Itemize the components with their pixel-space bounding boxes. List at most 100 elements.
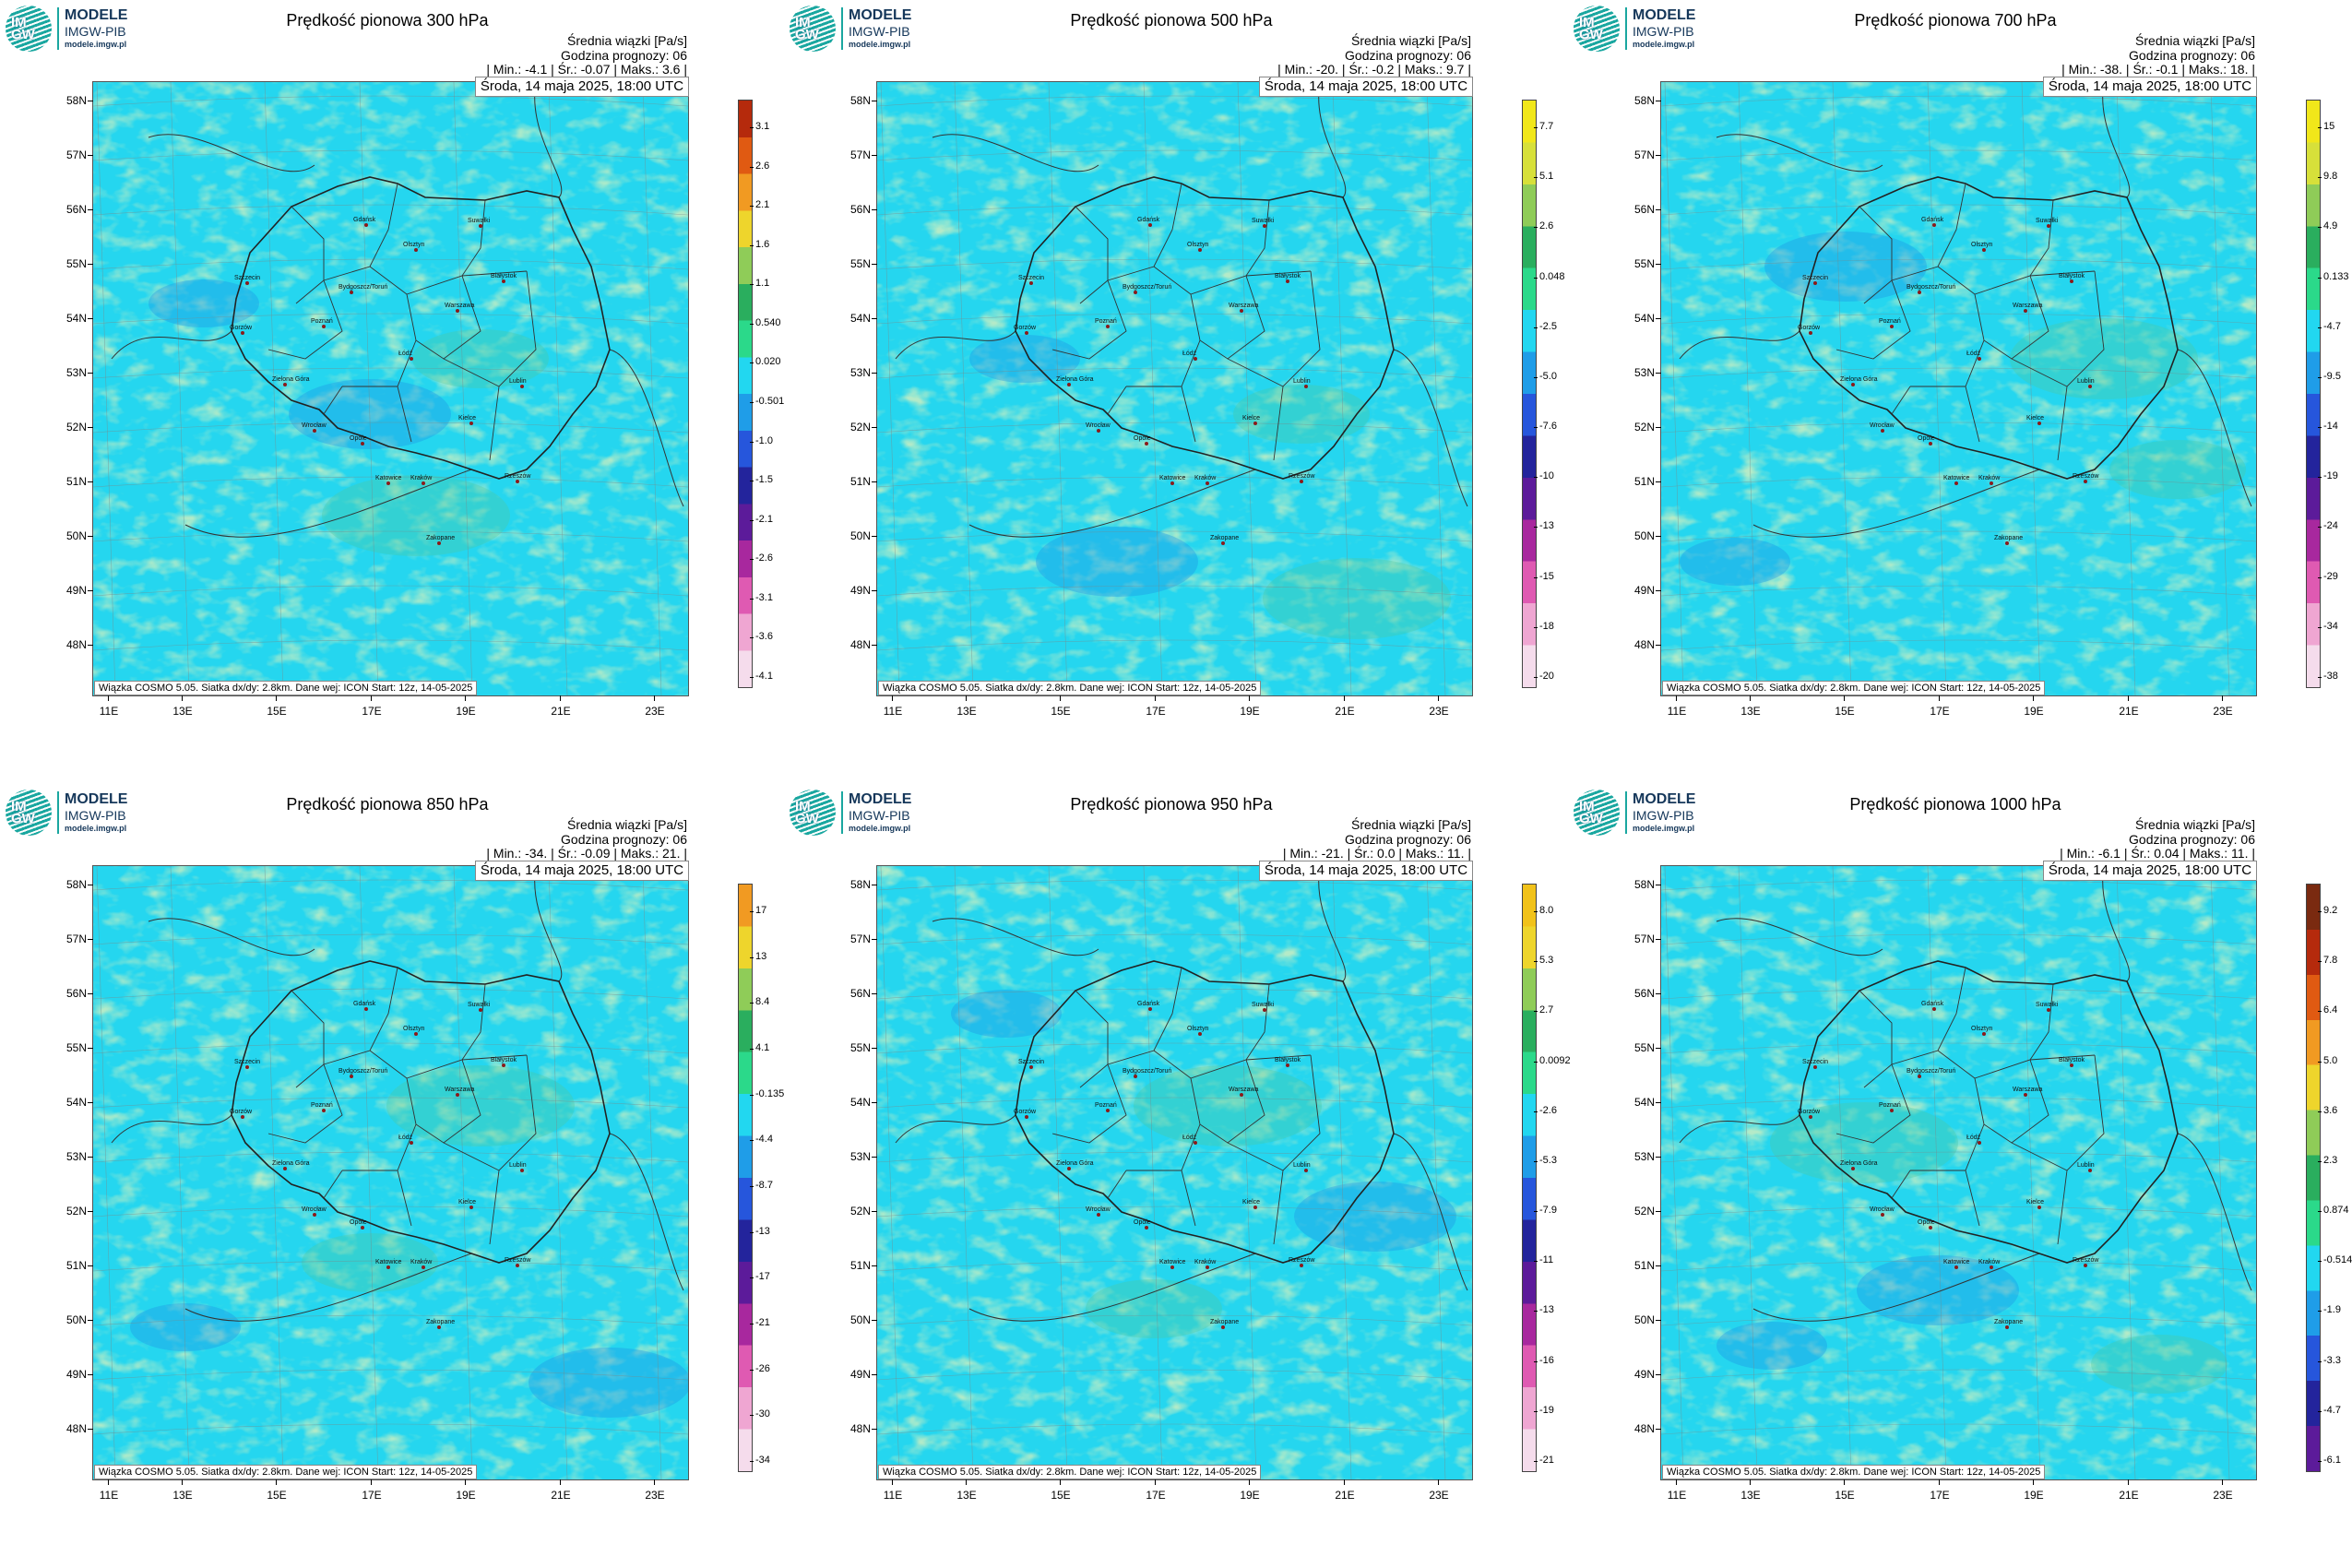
latitude-label: 51N: [1625, 1259, 1661, 1272]
voivodeship-border: [323, 386, 343, 415]
city-marker: [1990, 1265, 1993, 1269]
city-label: Poznań: [1095, 318, 1117, 325]
longitude-label: 17E: [353, 695, 390, 718]
latitude-line: [1661, 204, 2256, 216]
latitude-label: 53N: [841, 366, 877, 379]
map-area: Gdańsk Suwałki Olsztyn Szczecin Bydgoszcz/To…: [876, 81, 1473, 696]
colorbar-label: 1.1: [749, 278, 770, 290]
field-blob: [302, 1233, 438, 1292]
logo-subtitle: IMGW-PIB: [1633, 808, 1694, 823]
city-marker: [414, 1032, 418, 1036]
latitude-label: 56N: [57, 987, 93, 1000]
city-marker: [1134, 291, 1137, 294]
longitude-label: 17E: [1137, 695, 1174, 718]
voivodeship-border: [323, 183, 398, 281]
latitude-line: [1661, 530, 2256, 542]
colorbar-label: -14: [2318, 421, 2338, 433]
city-label: Poznań: [1879, 1102, 1901, 1109]
city-label: Zakopane: [1210, 1319, 1239, 1325]
latitude-line: [877, 422, 1472, 434]
longitude-label: 21E: [2110, 1479, 2147, 1502]
voivodeship-border: [1273, 1170, 1284, 1245]
voivodeship-border: [1107, 386, 1127, 415]
colorbar-label: 4.1: [749, 1042, 770, 1053]
panel-title: Prędkość pionowa 700 hPa: [1854, 11, 2057, 30]
longitude-label: 13E: [1732, 1479, 1769, 1502]
colorbar-label: 7.7: [1533, 121, 1554, 132]
latitude-label: 58N: [57, 878, 93, 891]
longitude-line: [548, 866, 568, 1479]
city-label: Szczecin: [1802, 1059, 1828, 1065]
city-marker: [502, 1063, 505, 1067]
header-stats: | Min.: -20. | Śr.: -0.2 | Maks.: 9.7 |: [1277, 62, 1471, 77]
logo-divider: [1625, 791, 1627, 834]
city-marker: [1954, 1265, 1958, 1269]
latitude-label: 51N: [841, 475, 877, 488]
logo-wave-icon: IM GW: [6, 6, 52, 52]
city-marker: [1286, 1063, 1289, 1067]
colorbar: [1522, 884, 1537, 1472]
latitude-label: 48N: [57, 1422, 93, 1435]
longitude-line: [1664, 82, 1684, 695]
neighbour-borders: [895, 866, 1468, 1322]
colorbar-label: -29: [2318, 570, 2338, 582]
voivodeship-border: [2029, 983, 2054, 1061]
longitude-line: [1426, 82, 1446, 695]
latitude-line: [1661, 422, 2256, 434]
latitude-label: 51N: [57, 1259, 93, 1272]
field-texture: [877, 82, 1472, 695]
longitude-line: [1332, 866, 1352, 1479]
longitude-line: [1048, 82, 1068, 695]
voivodeship-border: [1227, 1054, 1321, 1171]
longitude-line: [548, 82, 568, 695]
city-marker: [1194, 1141, 1197, 1145]
city-label: Rzeszów: [1289, 473, 1315, 480]
map-panel: IM GW MODELE IMGW-PIB modele.imgw.pl Prędkoś…: [1568, 0, 2352, 784]
colorbar-label: -0.514: [2317, 1254, 2352, 1266]
poland-border: [231, 176, 611, 480]
city-marker: [361, 442, 364, 445]
city-marker: [414, 248, 418, 252]
city-marker: [1253, 422, 1257, 425]
city-marker: [350, 291, 353, 294]
city-label: Olsztyn: [403, 242, 424, 248]
colorbar-label: -4.4: [750, 1134, 773, 1146]
latitude-line: [877, 1206, 1472, 1218]
longitude-line: [2210, 82, 2230, 695]
latitude-line: [93, 988, 688, 1000]
latitude-line: [93, 933, 688, 945]
city-label: Białystok: [1275, 1057, 1301, 1063]
city-marker: [1145, 1226, 1148, 1229]
longitude-label: 19E: [1231, 1479, 1268, 1502]
map-panel: IM GW MODELE IMGW-PIB modele.imgw.pl Prędkoś…: [0, 0, 784, 784]
city-marker: [1253, 1206, 1257, 1209]
longitude-line: [264, 82, 284, 695]
city-label: Olsztyn: [1187, 1026, 1208, 1032]
city-marker: [1106, 1109, 1110, 1112]
city-label: Opole: [1134, 435, 1151, 442]
latitude-line: [93, 1423, 688, 1435]
colorbar-label: 7.8: [2317, 955, 2338, 967]
city-marker: [1097, 429, 1100, 433]
neighbour-borders: [111, 866, 684, 1322]
city-marker: [364, 223, 368, 227]
city-label: Warszawa: [1229, 303, 1259, 309]
colorbar-label: -1.9: [2318, 1304, 2341, 1316]
latitude-label: 52N: [1625, 421, 1661, 434]
city-label: Suwałki: [1252, 218, 1275, 224]
latitude-label: 49N: [1625, 1368, 1661, 1381]
longitude-label: 21E: [1326, 695, 1363, 718]
latitude-label: 57N: [57, 932, 93, 945]
field-blob: [1770, 1102, 1958, 1183]
city-marker: [1194, 357, 1197, 361]
imgw-logo: IM GW MODELE IMGW-PIB modele.imgw.pl: [790, 6, 928, 53]
city-marker: [1929, 1226, 1932, 1229]
voivodeship-border: [267, 1063, 343, 1144]
latitude-label: 51N: [841, 1259, 877, 1272]
longitude-label: 11E: [1658, 695, 1695, 718]
header-stats: | Min.: -38. | Śr.: -0.1 | Maks.: 18. |: [2061, 62, 2255, 77]
model-info-footer: Wiązka COSMO 5.05. Siatka dx/dy: 2.8km. …: [1662, 681, 2046, 695]
city-label: Zakopane: [1994, 1319, 2023, 1325]
voivodeship-border: [1245, 199, 1270, 277]
map-area: Gdańsk Suwałki Olsztyn Szczecin Bydgoszcz/To…: [1660, 81, 2257, 696]
